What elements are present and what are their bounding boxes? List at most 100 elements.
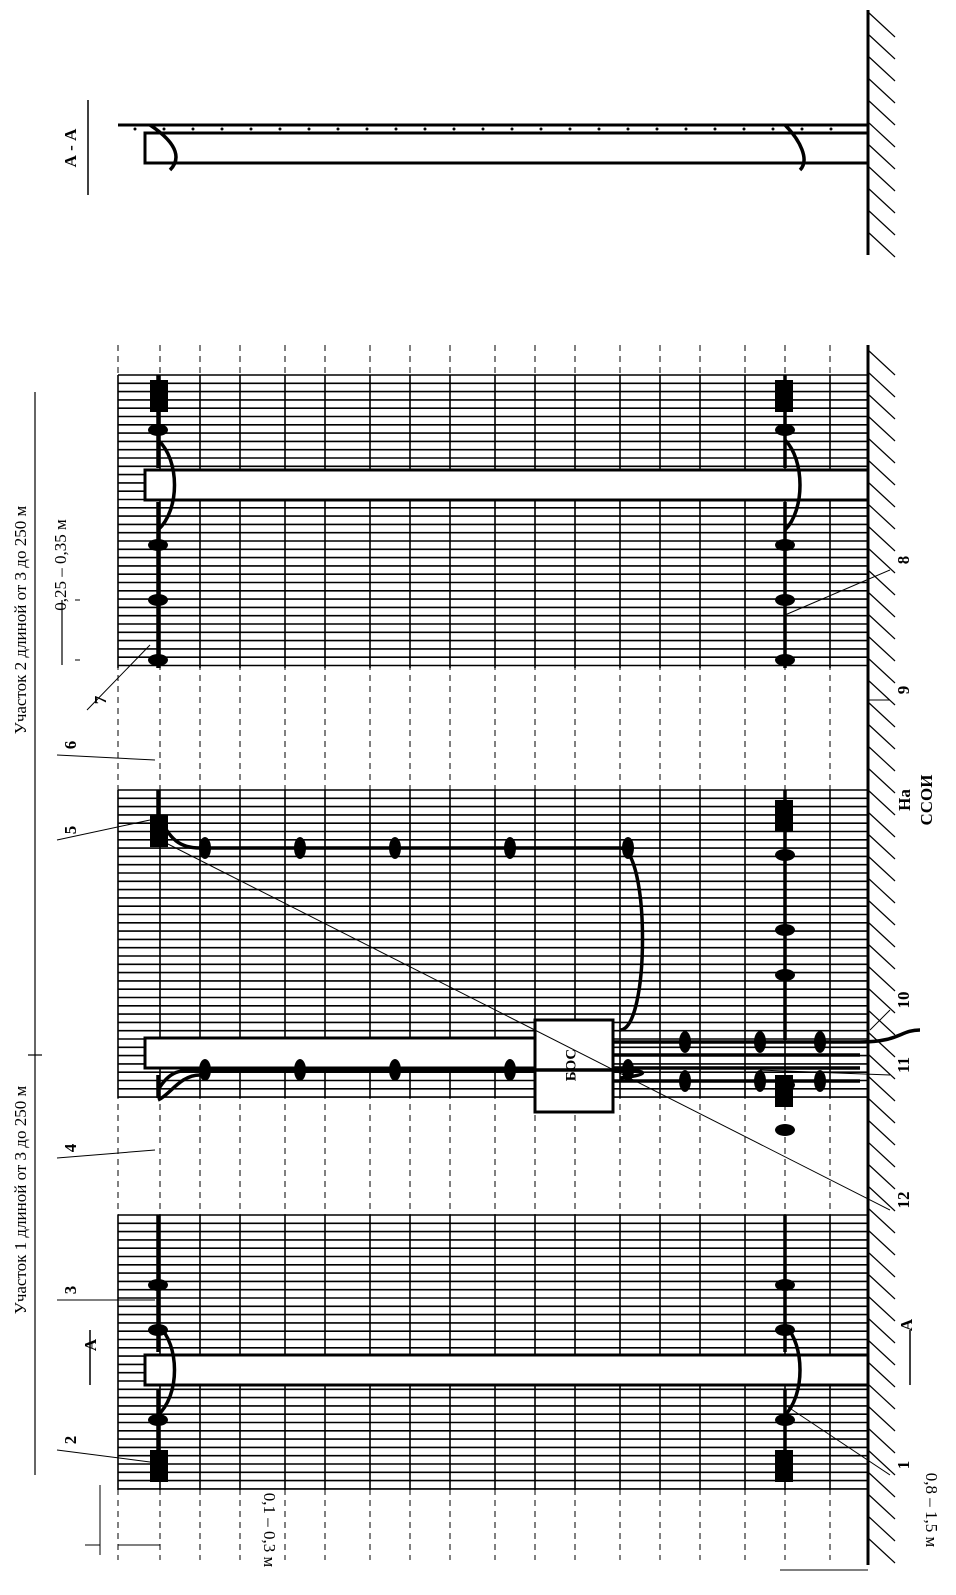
- callout-label: 11: [894, 1057, 913, 1073]
- callout-label: 2: [61, 1436, 80, 1445]
- line: [867, 723, 896, 750]
- sensor: [148, 1324, 168, 1336]
- unit: [775, 800, 793, 832]
- line: [867, 987, 896, 1014]
- line: [867, 701, 896, 728]
- line: [867, 1361, 896, 1388]
- sensor: [148, 424, 168, 436]
- line: [867, 1251, 896, 1278]
- sensor: [199, 837, 211, 859]
- sensor: [800, 127, 804, 131]
- line: [867, 437, 896, 464]
- cable: [783, 438, 802, 532]
- sensor: [148, 1414, 168, 1426]
- sensor: [684, 127, 688, 131]
- line: [867, 349, 896, 376]
- sensor: [568, 127, 572, 131]
- line: [867, 1141, 896, 1168]
- sensor: [504, 837, 516, 859]
- line: [867, 121, 896, 148]
- sensor: [775, 849, 795, 861]
- callout-label: 1: [894, 1461, 913, 1470]
- line: [867, 547, 896, 574]
- sensor: [389, 1059, 401, 1081]
- sensor: [775, 969, 795, 981]
- sensor: [754, 1031, 766, 1053]
- sensor: [294, 1059, 306, 1081]
- pitch-label: 0,25 – 0,35 м: [51, 519, 70, 611]
- unit-label: БОС: [563, 1049, 579, 1082]
- line: [867, 1031, 896, 1058]
- sensor: [162, 127, 166, 131]
- sensor: [365, 127, 369, 131]
- line: [867, 1405, 896, 1432]
- callout-label: 7: [91, 695, 110, 704]
- line: [867, 877, 896, 904]
- callout-label: 9: [894, 686, 913, 695]
- sensor: [814, 1070, 826, 1092]
- line: [867, 833, 896, 860]
- sensor: [775, 924, 795, 936]
- line: [867, 811, 896, 838]
- unit: [150, 815, 168, 847]
- sensor: [775, 1324, 795, 1336]
- sensor: [775, 1124, 795, 1136]
- sensor: [754, 1070, 766, 1092]
- sensor: [771, 127, 775, 131]
- unit: [150, 1450, 168, 1482]
- line: [867, 1009, 896, 1036]
- sensor: [622, 837, 634, 859]
- line: [867, 1295, 896, 1322]
- sensor: [148, 539, 168, 551]
- line: [867, 393, 896, 420]
- line: [867, 1229, 896, 1256]
- line: [867, 1185, 896, 1212]
- segment-1-label: Участок 1 длиной от 3 до 250 м: [11, 1086, 30, 1315]
- sensor: [775, 654, 795, 666]
- line: [867, 1427, 896, 1454]
- line: [56, 1149, 156, 1159]
- line: [867, 679, 896, 706]
- line: [867, 1339, 896, 1366]
- line: [867, 943, 896, 970]
- unit: [775, 1075, 793, 1107]
- line: [867, 143, 896, 170]
- line: [867, 965, 896, 992]
- line: [867, 415, 896, 442]
- sensor: [775, 594, 795, 606]
- line: [159, 839, 891, 1211]
- unit-box: [533, 1018, 615, 1114]
- line: [867, 1273, 896, 1300]
- sensor: [597, 127, 601, 131]
- sensor: [220, 127, 224, 131]
- sensor: [148, 594, 168, 606]
- sensor: [679, 1031, 691, 1053]
- callout-label: 8: [894, 556, 913, 565]
- cable: [149, 123, 178, 172]
- line: [867, 569, 896, 596]
- line: [867, 1317, 896, 1344]
- segment-2-label: Участок 2 длиной от 3 до 250 м: [11, 506, 30, 735]
- sensor: [775, 424, 795, 436]
- sensor: [294, 837, 306, 859]
- sensor: [148, 1279, 168, 1291]
- line: [867, 187, 896, 214]
- section-label: А - А: [61, 128, 80, 167]
- line: [867, 899, 896, 926]
- cable: [156, 814, 645, 1032]
- sensor: [504, 1059, 516, 1081]
- height-label: 0,8 – 1,5 м: [922, 1473, 941, 1548]
- cable: [157, 1073, 201, 1102]
- line: [867, 657, 896, 684]
- unit: [775, 1450, 793, 1482]
- line: [56, 819, 151, 841]
- line: [867, 11, 896, 38]
- line: [867, 459, 896, 486]
- sensor: [307, 127, 311, 131]
- line: [867, 613, 896, 640]
- line: [867, 1053, 896, 1080]
- callout-label: 12: [894, 1192, 913, 1209]
- line: [867, 1537, 896, 1564]
